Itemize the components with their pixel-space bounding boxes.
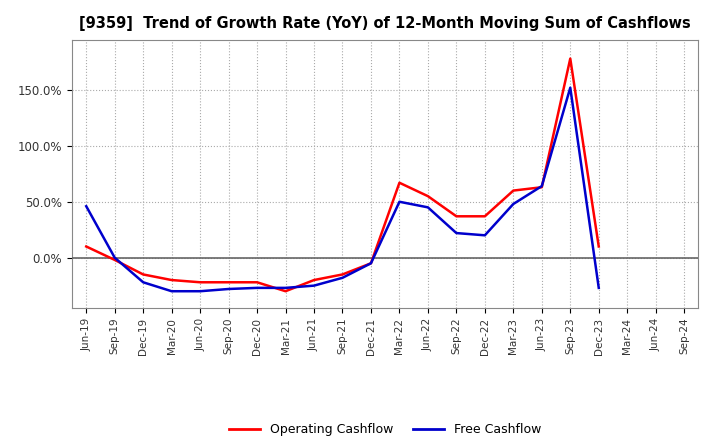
Free Cashflow bbox=[139, 280, 148, 285]
Free Cashflow bbox=[423, 205, 432, 210]
Operating Cashflow bbox=[366, 260, 375, 266]
Legend: Operating Cashflow, Free Cashflow: Operating Cashflow, Free Cashflow bbox=[224, 418, 546, 440]
Free Cashflow bbox=[509, 202, 518, 207]
Free Cashflow bbox=[452, 231, 461, 236]
Operating Cashflow bbox=[167, 277, 176, 282]
Operating Cashflow bbox=[452, 214, 461, 219]
Free Cashflow bbox=[595, 285, 603, 290]
Title: [9359]  Trend of Growth Rate (YoY) of 12-Month Moving Sum of Cashflows: [9359] Trend of Growth Rate (YoY) of 12-… bbox=[79, 16, 691, 32]
Operating Cashflow bbox=[196, 280, 204, 285]
Free Cashflow bbox=[338, 275, 347, 280]
Free Cashflow bbox=[395, 199, 404, 205]
Free Cashflow bbox=[167, 289, 176, 294]
Operating Cashflow bbox=[282, 289, 290, 294]
Operating Cashflow bbox=[225, 280, 233, 285]
Line: Operating Cashflow: Operating Cashflow bbox=[86, 59, 599, 291]
Operating Cashflow bbox=[537, 185, 546, 190]
Free Cashflow bbox=[110, 255, 119, 260]
Free Cashflow bbox=[253, 285, 261, 290]
Line: Free Cashflow: Free Cashflow bbox=[86, 88, 599, 291]
Operating Cashflow bbox=[395, 180, 404, 185]
Operating Cashflow bbox=[253, 280, 261, 285]
Operating Cashflow bbox=[423, 194, 432, 199]
Operating Cashflow bbox=[110, 257, 119, 263]
Free Cashflow bbox=[225, 286, 233, 292]
Operating Cashflow bbox=[480, 214, 489, 219]
Operating Cashflow bbox=[139, 272, 148, 277]
Operating Cashflow bbox=[82, 244, 91, 249]
Free Cashflow bbox=[82, 204, 91, 209]
Operating Cashflow bbox=[509, 188, 518, 193]
Operating Cashflow bbox=[566, 56, 575, 61]
Free Cashflow bbox=[537, 183, 546, 189]
Free Cashflow bbox=[566, 85, 575, 90]
Free Cashflow bbox=[310, 283, 318, 288]
Operating Cashflow bbox=[338, 272, 347, 277]
Free Cashflow bbox=[196, 289, 204, 294]
Free Cashflow bbox=[480, 233, 489, 238]
Free Cashflow bbox=[366, 260, 375, 266]
Operating Cashflow bbox=[595, 244, 603, 249]
Operating Cashflow bbox=[310, 277, 318, 282]
Free Cashflow bbox=[282, 285, 290, 290]
